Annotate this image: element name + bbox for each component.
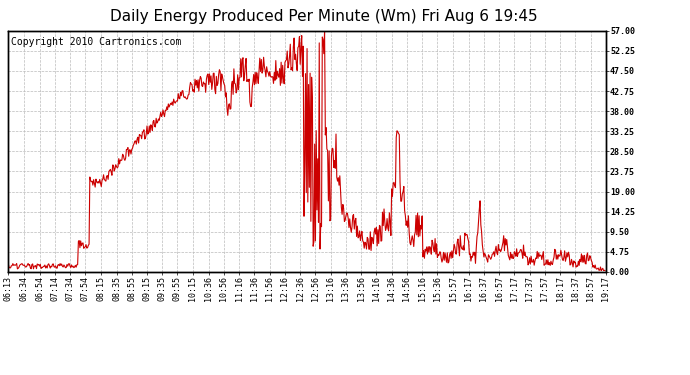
Text: Daily Energy Produced Per Minute (Wm) Fri Aug 6 19:45: Daily Energy Produced Per Minute (Wm) Fr…: [110, 9, 538, 24]
Text: Copyright 2010 Cartronics.com: Copyright 2010 Cartronics.com: [11, 37, 181, 47]
